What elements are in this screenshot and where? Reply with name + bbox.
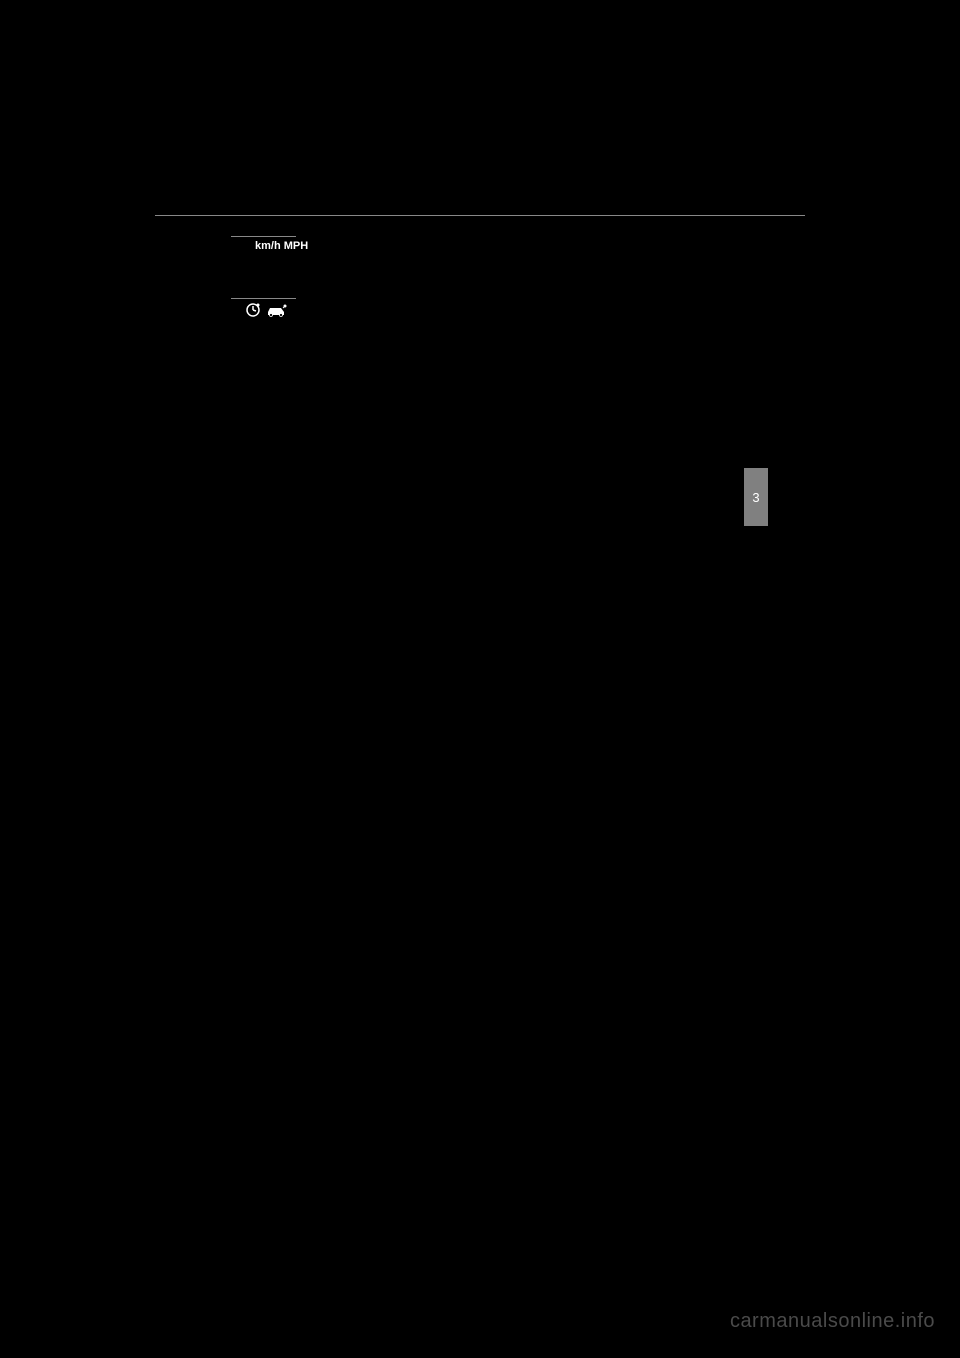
- icon-divider-bottom: [231, 298, 296, 299]
- header-divider: [155, 215, 805, 216]
- chapter-number: 3: [752, 490, 759, 505]
- chapter-tab: 3: [744, 468, 768, 526]
- icon-divider-top: [231, 236, 296, 237]
- icon-group: [245, 302, 289, 323]
- car-key-icon: [265, 303, 289, 322]
- units-label: km/h MPH: [255, 240, 308, 252]
- watermark-text: carmanualsonline.info: [730, 1310, 935, 1333]
- clock-icon: [245, 302, 261, 323]
- page-container: km/h MPH 3 carmanualsonline.info: [0, 0, 960, 1358]
